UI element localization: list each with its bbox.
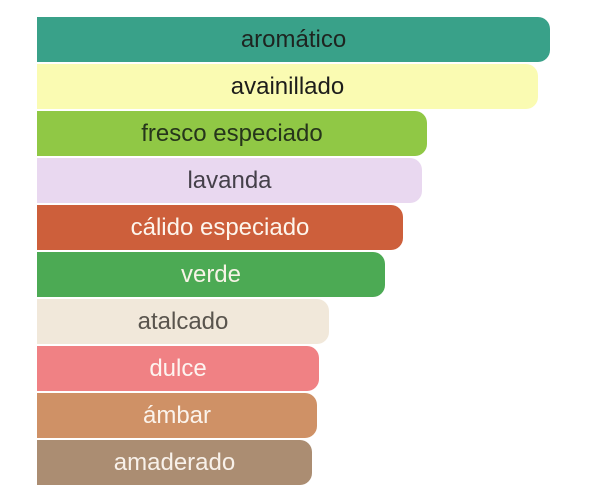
accord-bar: lavanda — [37, 158, 422, 203]
accord-bar: verde — [37, 252, 385, 297]
accord-bar: dulce — [37, 346, 319, 391]
accord-bar: atalcado — [37, 299, 329, 344]
accord-bar: aromático — [37, 17, 550, 62]
accord-bar: amaderado — [37, 440, 312, 485]
accord-bar: cálido especiado — [37, 205, 403, 250]
accord-bar: ámbar — [37, 393, 317, 438]
accord-bar: avainillado — [37, 64, 538, 109]
accord-bar: fresco especiado — [37, 111, 427, 156]
